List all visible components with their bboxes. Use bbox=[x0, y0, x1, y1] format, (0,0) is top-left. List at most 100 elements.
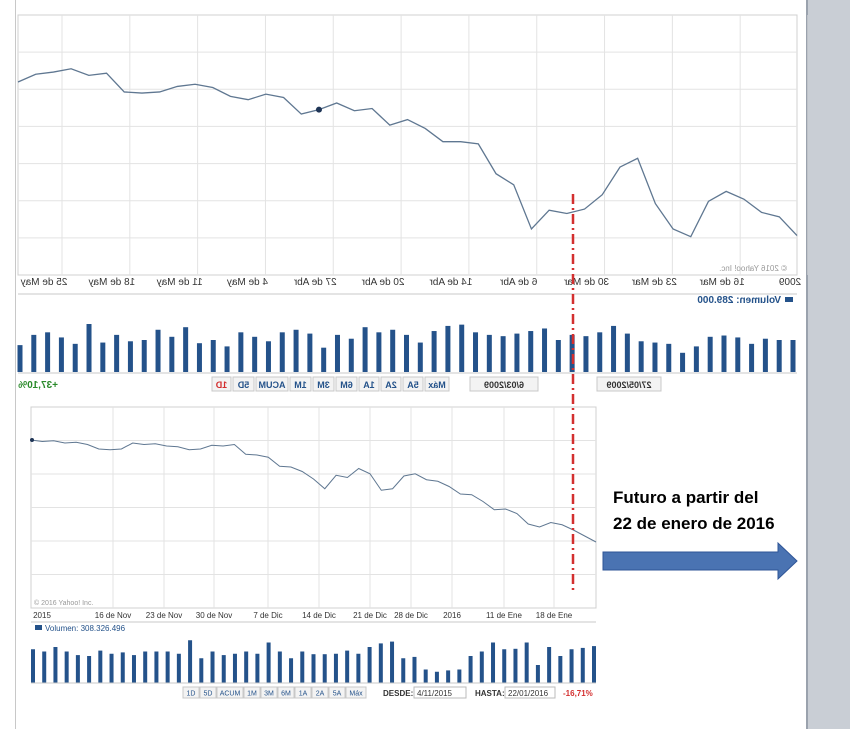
top-volume-bar bbox=[376, 332, 382, 372]
bottom-range-button: 5D bbox=[204, 691, 213, 698]
top-volume-bar bbox=[362, 327, 368, 372]
bottom-range-button-box bbox=[199, 686, 217, 699]
bottom-volume-bar bbox=[592, 646, 596, 683]
bottom-range-button-box bbox=[311, 686, 329, 699]
top-volume-bar bbox=[279, 332, 285, 372]
top-volume-bar bbox=[445, 325, 451, 372]
annotation-line-2: 22 de enero de 2016 bbox=[613, 514, 775, 533]
top-x-tick-label: 20 de Abr bbox=[361, 277, 404, 288]
bottom-volume-bar bbox=[367, 647, 372, 683]
bottom-range-button-box bbox=[345, 686, 367, 699]
top-volume-bar bbox=[555, 340, 561, 372]
bottom-range-controls: 1D 5D ACUM 1M 3M 6M 1A 2A 5A Máx DESDE: 4/11/2015 HA… bbox=[182, 686, 593, 699]
bottom-volume-bar bbox=[154, 651, 159, 683]
top-volume-bar bbox=[321, 347, 327, 372]
top-volume-bar bbox=[404, 334, 409, 372]
top-volume-bar bbox=[307, 333, 313, 372]
top-volume-label: Volumen: 289.000 bbox=[697, 295, 781, 306]
bottom-volume-bar bbox=[232, 653, 237, 683]
top-range-1m-box bbox=[289, 376, 312, 392]
bottom-volume-bar bbox=[513, 648, 518, 683]
top-volume-bar bbox=[210, 340, 216, 372]
bottom-x-tick-label: 18 de Ene bbox=[536, 611, 573, 620]
top-volume-bar bbox=[528, 331, 534, 372]
top-volume-bar bbox=[486, 334, 492, 372]
bottom-chart-2016: © 2016 Yahoo! Inc. 2015 16 de Nov 23 de No… bbox=[30, 406, 597, 699]
bottom-volume-bar bbox=[345, 650, 350, 683]
top-volume-bar bbox=[17, 345, 23, 372]
bottom-volume-bar bbox=[64, 651, 69, 683]
bottom-x-axis-labels: 2015 16 de Nov 23 de Nov 30 de Nov 7 de Dic 1… bbox=[33, 611, 573, 620]
top-volume-bar bbox=[693, 346, 699, 372]
bottom-volume-bar bbox=[188, 640, 193, 683]
bottom-x-tick-label: 2015 bbox=[33, 611, 51, 620]
bottom-hasta-label: HASTA: bbox=[475, 689, 505, 698]
top-volume-bar bbox=[348, 338, 354, 372]
top-range-5d-box bbox=[232, 376, 255, 392]
bottom-volume-bar bbox=[176, 653, 181, 683]
top-x-tick-label: 6 de Abr bbox=[499, 277, 537, 288]
bottom-volume-bar bbox=[87, 656, 92, 683]
top-volume-bar bbox=[224, 346, 230, 372]
bottom-volume-bar bbox=[53, 647, 58, 683]
bottom-desde-box bbox=[413, 686, 467, 699]
bottom-volume-legend-swatch bbox=[35, 625, 42, 630]
top-range-1a: 1A bbox=[363, 380, 375, 390]
top-volume-bar bbox=[500, 336, 506, 372]
top-x-tick-label: 4 de May bbox=[227, 277, 268, 288]
top-x-tick-label: 11 de May bbox=[157, 277, 203, 288]
top-volume-bar bbox=[735, 337, 741, 372]
top-range-5a-box bbox=[402, 376, 424, 392]
top-volume-bar bbox=[597, 332, 603, 372]
bottom-volume-bar bbox=[98, 650, 103, 683]
top-volume-bar bbox=[707, 336, 713, 372]
page-left-border bbox=[15, 0, 16, 729]
bottom-x-tick-label: 16 de Nov bbox=[95, 611, 131, 620]
bottom-range-button-box bbox=[277, 686, 295, 699]
bottom-volume-bar bbox=[502, 649, 507, 683]
bottom-desde-value: 4/11/2015 bbox=[417, 689, 453, 698]
top-volume-legend-swatch bbox=[785, 297, 793, 302]
window-gutter bbox=[808, 0, 850, 729]
bottom-range-button-box bbox=[260, 686, 278, 699]
bottom-x-tick-label: 23 de Nov bbox=[146, 611, 182, 620]
bottom-x-tick-label: 11 de Ene bbox=[486, 611, 522, 620]
top-x-tick-label: 2009 bbox=[778, 277, 801, 288]
top-volume-bar bbox=[721, 335, 727, 372]
bottom-volume-bar bbox=[479, 651, 484, 683]
top-range-acum: ACUM bbox=[259, 380, 286, 390]
top-chart-2009-mirrored: © 2016 Yahoo! Inc. 25 de May 18 de May 11 … bbox=[17, 14, 808, 392]
bottom-x-tick-label: 21 de Dic bbox=[353, 611, 387, 620]
top-volume-bar bbox=[431, 331, 437, 372]
bottom-volume-bar bbox=[423, 669, 428, 683]
bottom-volume-bar bbox=[378, 643, 383, 683]
bottom-volume-bar bbox=[300, 651, 305, 683]
bottom-range-button-box bbox=[328, 686, 346, 699]
bottom-x-tick-label: 14 de Dic bbox=[302, 611, 336, 620]
top-x-tick-label: 18 de May bbox=[88, 277, 135, 288]
top-volume-bar bbox=[141, 340, 147, 372]
top-volume-bar bbox=[652, 342, 658, 372]
top-volume-bar bbox=[238, 332, 244, 372]
bottom-volume-bar bbox=[434, 671, 439, 683]
top-volume-bar bbox=[542, 328, 548, 372]
top-volume-bar bbox=[58, 337, 64, 372]
bottom-volume-bar bbox=[580, 647, 585, 683]
top-volume-bar bbox=[390, 329, 396, 372]
bottom-volume-bar bbox=[42, 651, 47, 683]
bottom-chart-grid bbox=[30, 406, 597, 609]
bottom-range-button: 2A bbox=[316, 691, 325, 698]
bottom-volume-bar bbox=[524, 642, 529, 683]
top-range-1a-box bbox=[358, 376, 380, 392]
top-volume-bar bbox=[114, 334, 120, 372]
bottom-range-button: 3M bbox=[264, 691, 274, 698]
bottom-volume-bar bbox=[109, 653, 114, 683]
bottom-volume-bar bbox=[569, 649, 574, 683]
top-volume-bar bbox=[473, 332, 479, 372]
bottom-copyright: © 2016 Yahoo! Inc. bbox=[34, 599, 93, 607]
bottom-range-button: 1M bbox=[247, 691, 257, 698]
top-range-1d-box bbox=[211, 376, 232, 392]
top-range-2a-box bbox=[380, 376, 402, 392]
top-volume-bar bbox=[624, 333, 630, 372]
top-range-3m: 3M bbox=[317, 380, 330, 390]
